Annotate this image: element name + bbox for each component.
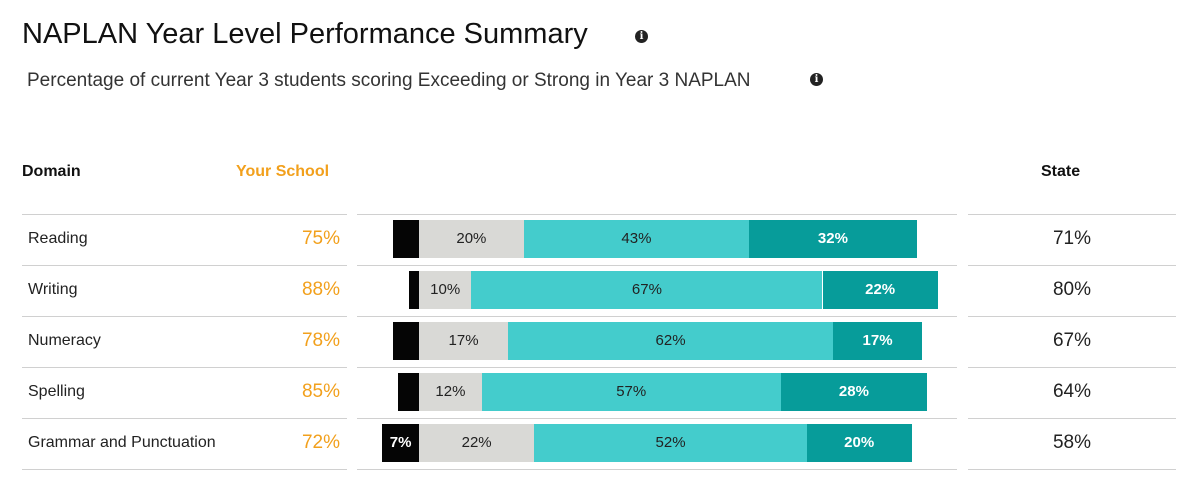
row-label: Reading — [28, 229, 88, 247]
bar-segment-black — [398, 373, 419, 411]
divider — [357, 418, 957, 419]
your-school-value: 88% — [301, 278, 340, 300]
page-subtitle: Percentage of current Year 3 students sc… — [27, 70, 751, 91]
divider — [357, 469, 957, 470]
bar-segment-mid: 43% — [523, 220, 750, 258]
bar-segment-mid: 52% — [534, 424, 807, 462]
state-value: 64% — [1052, 380, 1092, 402]
state-value: 58% — [1052, 431, 1092, 453]
divider — [357, 265, 957, 266]
bar-segment-light: 20% — [419, 220, 524, 258]
divider — [968, 418, 1176, 419]
bar-segment-dark: 28% — [780, 373, 928, 411]
divider — [968, 367, 1176, 368]
bar-segment-mid: 62% — [508, 322, 833, 360]
row-label: Grammar and Punctuation — [28, 433, 216, 451]
bar-segment-light: 17% — [419, 322, 509, 360]
divider — [357, 316, 957, 317]
column-header-state: State — [1041, 163, 1081, 180]
divider — [968, 265, 1176, 266]
bar-segment-black — [392, 220, 419, 258]
divider — [22, 469, 347, 470]
divider — [968, 214, 1176, 215]
bar-segment-mid: 67% — [471, 271, 823, 309]
divider — [22, 214, 347, 215]
bar-segment-light: 22% — [419, 424, 535, 462]
divider — [968, 316, 1176, 317]
bar-segment-black — [392, 322, 419, 360]
state-value: 80% — [1052, 278, 1092, 300]
your-school-value: 75% — [301, 227, 340, 249]
your-school-value: 72% — [301, 431, 340, 453]
divider — [968, 469, 1176, 470]
divider — [22, 367, 347, 368]
divider — [357, 367, 957, 368]
info-icon[interactable]: i — [810, 73, 823, 86]
column-header-domain: Domain — [22, 163, 81, 180]
bar-segment-light: 10% — [419, 271, 472, 309]
divider — [357, 214, 957, 215]
bar-segment-dark: 22% — [822, 271, 938, 309]
bar-segment-dark: 17% — [833, 322, 923, 360]
bar-segment-dark: 20% — [806, 424, 912, 462]
your-school-value: 85% — [301, 380, 340, 402]
bar-segment-black — [408, 271, 419, 309]
bar-segment-mid: 57% — [481, 373, 781, 411]
row-label: Writing — [28, 280, 78, 298]
row-label: Spelling — [28, 382, 85, 400]
state-value: 67% — [1052, 329, 1092, 351]
info-icon[interactable]: i — [635, 30, 648, 43]
divider — [22, 418, 347, 419]
row-label: Numeracy — [28, 331, 101, 349]
divider — [22, 316, 347, 317]
bar-segment-dark: 32% — [749, 220, 917, 258]
state-value: 71% — [1052, 227, 1092, 249]
divider — [22, 265, 347, 266]
your-school-value: 78% — [301, 329, 340, 351]
page-title: NAPLAN Year Level Performance Summary — [22, 18, 588, 50]
column-header-your-school: Your School — [236, 163, 330, 180]
bar-segment-black: 7% — [382, 424, 419, 462]
bar-segment-light: 12% — [419, 373, 482, 411]
